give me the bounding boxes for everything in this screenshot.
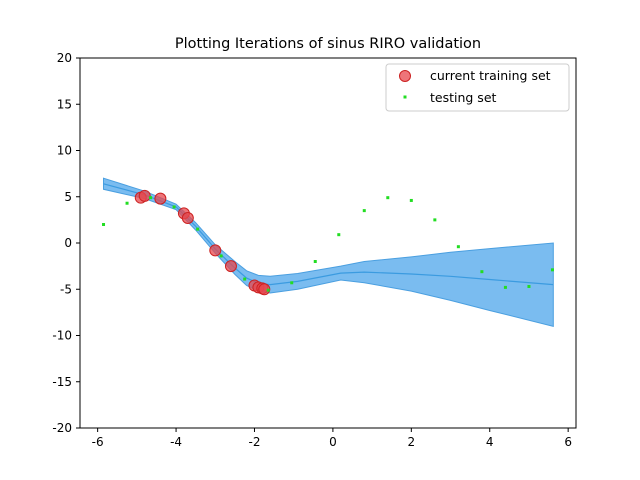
plot-area bbox=[79, 57, 577, 429]
testing-point bbox=[149, 196, 153, 200]
y-tick-label: 5 bbox=[64, 190, 72, 204]
testing-point bbox=[125, 201, 129, 205]
testing-point bbox=[386, 196, 390, 200]
testing-point bbox=[102, 223, 106, 226]
training-point bbox=[181, 212, 194, 225]
axes-frame bbox=[79, 57, 577, 429]
testing-point bbox=[290, 281, 294, 285]
chart-title: Plotting Iterations of sinus RIRO valida… bbox=[175, 36, 481, 52]
x-tick-label: -6 bbox=[92, 435, 104, 449]
legend-testing-label: testing set bbox=[430, 90, 497, 105]
y-tick-label: -10 bbox=[52, 329, 72, 343]
testing-point bbox=[550, 268, 554, 272]
testing-point bbox=[337, 233, 341, 237]
x-tick-label: 4 bbox=[486, 435, 494, 449]
training-point bbox=[138, 189, 151, 202]
legend-testing-marker bbox=[403, 95, 407, 99]
testing-point bbox=[243, 277, 247, 281]
legend-box bbox=[385, 63, 570, 112]
x-tick-label: -2 bbox=[248, 435, 260, 449]
testing-point bbox=[456, 245, 460, 249]
x-tick-label: 6 bbox=[564, 435, 572, 449]
testing-point bbox=[266, 288, 270, 292]
testing-point bbox=[527, 284, 531, 288]
testing-point bbox=[480, 270, 484, 274]
y-tick-label: -15 bbox=[52, 375, 72, 389]
y-tick-label: 10 bbox=[57, 144, 72, 158]
y-tick-label: 20 bbox=[57, 51, 72, 65]
testing-point bbox=[172, 205, 176, 209]
training-point bbox=[209, 244, 222, 257]
y-tick-label: -5 bbox=[60, 282, 72, 296]
testing-point bbox=[196, 227, 200, 231]
y-tick-label: 15 bbox=[57, 97, 72, 111]
y-tick-label: -20 bbox=[52, 421, 72, 435]
legend: current training set testing set bbox=[385, 63, 570, 112]
testing-point bbox=[409, 198, 413, 202]
training-point bbox=[258, 283, 271, 296]
legend-training-marker bbox=[399, 70, 411, 82]
y-tick-label: 0 bbox=[64, 236, 72, 250]
legend-training-label: current training set bbox=[430, 68, 551, 83]
x-tick-label: 2 bbox=[407, 435, 415, 449]
testing-point bbox=[362, 209, 366, 213]
training-point bbox=[154, 192, 167, 205]
testing-point bbox=[433, 218, 437, 222]
x-tick-label: -4 bbox=[170, 435, 182, 449]
x-tick-label: 0 bbox=[329, 435, 337, 449]
testing-point bbox=[313, 260, 317, 263]
testing-point bbox=[219, 254, 223, 258]
testing-point bbox=[503, 285, 507, 289]
prediction-band bbox=[103, 177, 554, 327]
training-point bbox=[224, 260, 237, 273]
